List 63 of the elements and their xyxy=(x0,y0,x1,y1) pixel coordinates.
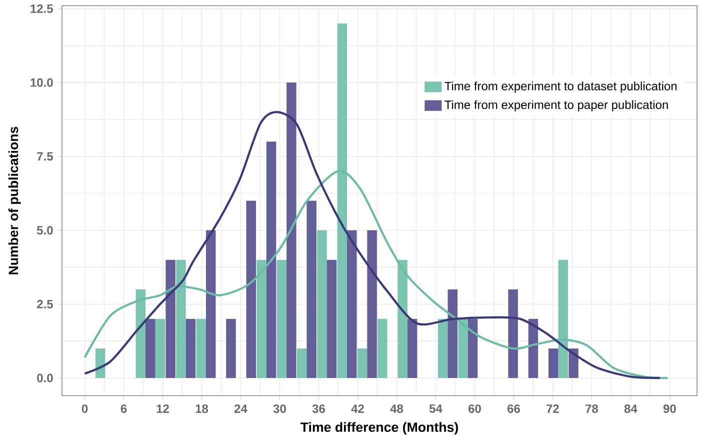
bar xyxy=(317,230,327,378)
bar xyxy=(468,318,478,378)
y-tick-label: 10.0 xyxy=(30,78,53,87)
bar xyxy=(568,348,578,378)
bar xyxy=(226,318,236,378)
x-axis-title: Time difference (Months) xyxy=(300,422,458,435)
bar xyxy=(256,260,266,378)
y-tick-label: 0.0 xyxy=(37,374,53,382)
x-tick-label: 6 xyxy=(120,404,127,413)
legend-label: Time from experiment to dataset publication xyxy=(444,82,677,93)
bar xyxy=(378,318,388,378)
x-tick-label: 36 xyxy=(312,404,325,413)
bar xyxy=(458,318,468,378)
x-tick-label: 48 xyxy=(390,404,404,413)
bar xyxy=(146,318,156,378)
bar xyxy=(337,23,348,378)
bar xyxy=(548,348,558,378)
bar xyxy=(367,230,377,378)
bar xyxy=(266,142,276,378)
bar xyxy=(528,318,538,378)
x-tick-label: 90 xyxy=(663,404,676,413)
line-series xyxy=(84,111,662,380)
bar xyxy=(95,348,106,378)
x-tick-label: 66 xyxy=(507,404,520,413)
x-tick-label: 0 xyxy=(82,404,88,413)
bar xyxy=(326,260,337,378)
bar xyxy=(558,260,568,378)
y-axis-title: Number of publications xyxy=(8,126,21,274)
x-tick-label: 12 xyxy=(156,404,169,413)
y-tick-label: 12.5 xyxy=(30,4,53,13)
bar xyxy=(296,348,307,378)
y-tick-label: 2.5 xyxy=(37,300,53,308)
bar xyxy=(276,260,287,378)
x-tick-label: 78 xyxy=(586,404,598,413)
bar xyxy=(448,289,458,378)
y-tick-label: 5.0 xyxy=(36,226,53,235)
x-tick-label: 60 xyxy=(468,404,481,413)
bar xyxy=(246,200,256,378)
x-tick-label: 24 xyxy=(234,404,248,413)
bar xyxy=(306,200,316,378)
x-tick-label: 42 xyxy=(351,404,364,413)
x-tick-label: 18 xyxy=(196,404,208,413)
x-tick-label: 30 xyxy=(273,404,286,413)
x-tick-label: 72 xyxy=(546,404,559,413)
bar xyxy=(196,318,206,378)
bar xyxy=(136,289,146,378)
y-tick-label: 7.5 xyxy=(37,152,53,161)
x-tick-label: 54 xyxy=(429,404,442,413)
line-series xyxy=(84,170,669,380)
bar xyxy=(155,318,166,378)
bar xyxy=(357,348,368,378)
legend-label: Time from experiment to paper publication xyxy=(444,100,668,112)
x-tick-label: 84 xyxy=(624,404,638,413)
bar xyxy=(206,230,216,378)
bar xyxy=(438,318,448,378)
bar xyxy=(176,260,186,378)
bar xyxy=(398,260,408,378)
bar xyxy=(286,82,296,378)
bar xyxy=(347,230,357,378)
bar xyxy=(407,318,418,378)
bar xyxy=(166,260,176,378)
bar xyxy=(508,289,518,378)
bar xyxy=(186,318,196,378)
